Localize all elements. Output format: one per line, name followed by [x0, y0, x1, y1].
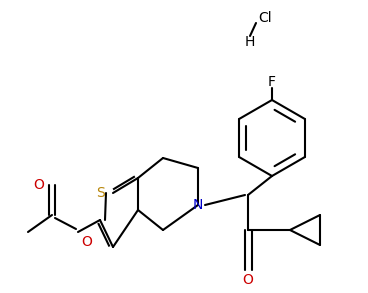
Text: O: O [33, 178, 44, 192]
Text: O: O [243, 273, 254, 287]
Text: Cl: Cl [258, 11, 272, 25]
Text: H: H [245, 35, 255, 49]
Text: N: N [193, 198, 203, 212]
Text: S: S [96, 186, 105, 200]
Text: O: O [81, 235, 92, 249]
Text: F: F [268, 75, 276, 89]
